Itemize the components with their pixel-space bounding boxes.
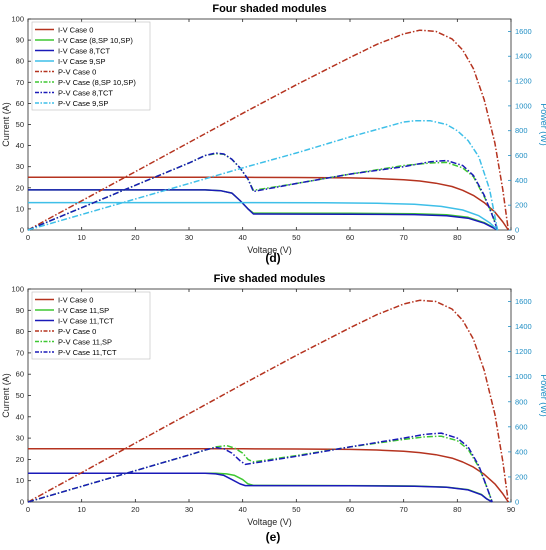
x-axis-label: Voltage (V) [247,517,292,527]
y-tick-label: 70 [16,78,24,87]
y-tick-label: 20 [16,455,24,464]
y2-tick-label: 400 [515,447,528,456]
y-tick-label: 30 [16,434,24,443]
y-tick-label: 0 [20,226,24,235]
y2-tick-label: 800 [515,126,528,135]
y2-tick-label: 0 [515,226,519,235]
chart-title: Five shaded modules [214,273,326,285]
series-line-i-v-case-9-sp [28,201,499,231]
y-tick-label: 60 [16,99,24,108]
y-tick-label: 80 [16,327,24,336]
y-tick-label: 100 [11,285,24,294]
series-line-i-v-case-11-tct [28,472,493,503]
y-tick-label: 100 [11,15,24,24]
x-tick-label: 40 [238,233,246,242]
y-tick-label: 0 [20,498,24,507]
legend-box [31,291,151,360]
legend-label-p-v-case-11-sp: P-V Case 11,SP [58,338,112,347]
x-tick-label: 80 [453,233,461,242]
y-tick-label: 30 [16,162,24,171]
legend-label-p-v-case-11-tct: P-V Case 11,TCT [58,348,117,357]
series-line-p-v-case-0 [27,29,510,231]
x-tick-label: 40 [238,505,246,514]
y2-tick-label: 1400 [515,52,532,61]
series-line-i-v-case-8-tct [28,189,498,231]
series-line-p-v-case-11-sp [27,435,493,503]
x-tick-label: 10 [77,233,85,242]
y-axis-label: Current (A) [1,373,11,418]
y2-tick-label: 600 [515,151,528,160]
y2-tick-label: 1600 [515,297,532,306]
y2-tick-label: 1400 [515,322,532,331]
x-tick-label: 70 [399,233,407,242]
x-tick-label: 50 [292,505,300,514]
legend-label-i-v-case-0: I-V Case 0 [58,296,93,305]
x-tick-label: 10 [77,505,85,514]
y-axis-label: Current (A) [1,102,11,147]
y-tick-label: 50 [16,120,24,129]
legend-label-i-v-case-0: I-V Case 0 [58,26,93,35]
x-tick-label: 30 [185,505,193,514]
y-tick-label: 10 [16,204,24,213]
y-tick-label: 40 [16,412,24,421]
y2-tick-label: 200 [515,472,528,481]
x-tick-label: 0 [26,233,30,242]
series-line-i-v-case-0 [28,176,509,231]
y-tick-label: 40 [16,141,24,150]
x-tick-label: 60 [346,233,354,242]
y2-tick-label: 800 [515,397,528,406]
y2-tick-label: 1000 [515,101,532,110]
y2-axis-label: Power (W) [539,374,546,417]
series-line-i-v-case-0 [28,448,509,503]
x-tick-label: 20 [131,505,139,514]
legend-label-i-v-case-11-tct: I-V Case 11,TCT [58,317,114,326]
x-tick-label: 90 [507,233,515,242]
y-tick-label: 10 [16,476,24,485]
legend-label-i-v-case-8-tct: I-V Case 8,TCT [58,47,111,56]
y2-tick-label: 0 [515,498,519,507]
x-tick-label: 0 [26,505,30,514]
series-line-p-v-case-11-tct [27,432,493,503]
y-tick-label: 70 [16,348,24,357]
y-tick-label: 90 [16,36,24,45]
y2-tick-label: 200 [515,201,528,210]
y2-tick-label: 1200 [515,347,532,356]
y-tick-label: 80 [16,57,24,66]
legend-label-p-v-case-0: P-V Case 0 [58,327,96,336]
legend-label-i-v-case-8-sp-10-sp: I-V Case (8,SP 10,SP) [58,36,133,45]
y-tick-label: 50 [16,391,24,400]
x-tick-label: 20 [131,233,139,242]
y2-tick-label: 600 [515,422,528,431]
panel-label-e: (e) [266,530,281,544]
y2-tick-label: 1600 [515,27,532,36]
legend-box [31,21,151,111]
legend-label-p-v-case-8-tct: P-V Case 8,TCT [58,89,113,98]
legend-label-i-v-case-11-sp: I-V Case 11,SP [58,306,109,315]
panel-label-d: (d) [265,251,280,265]
series-line-p-v-case-0 [27,299,510,503]
x-tick-label: 90 [507,505,515,514]
x-tick-label: 80 [453,505,461,514]
y-tick-label: 90 [16,306,24,315]
y-tick-label: 20 [16,183,24,192]
x-axis-label: Voltage (V) [247,245,292,255]
chart-title: Four shaded modules [212,3,326,15]
x-tick-label: 30 [185,233,193,242]
legend-label-i-v-case-9-sp: I-V Case 9,SP [58,57,106,66]
y2-tick-label: 1200 [515,77,532,86]
legend-label-p-v-case-0: P-V Case 0 [58,68,96,77]
y2-axis-label: Power (W) [539,103,546,146]
x-tick-label: 70 [399,505,407,514]
legend-label-p-v-case-9-sp: P-V Case 9,SP [58,99,108,108]
x-tick-label: 60 [346,505,354,514]
y2-tick-label: 400 [515,176,528,185]
x-tick-label: 50 [292,233,300,242]
legend-label-p-v-case-8-sp-10-sp: P-V Case (8,SP 10,SP) [58,78,136,87]
y2-tick-label: 1000 [515,372,532,381]
y-tick-label: 60 [16,370,24,379]
